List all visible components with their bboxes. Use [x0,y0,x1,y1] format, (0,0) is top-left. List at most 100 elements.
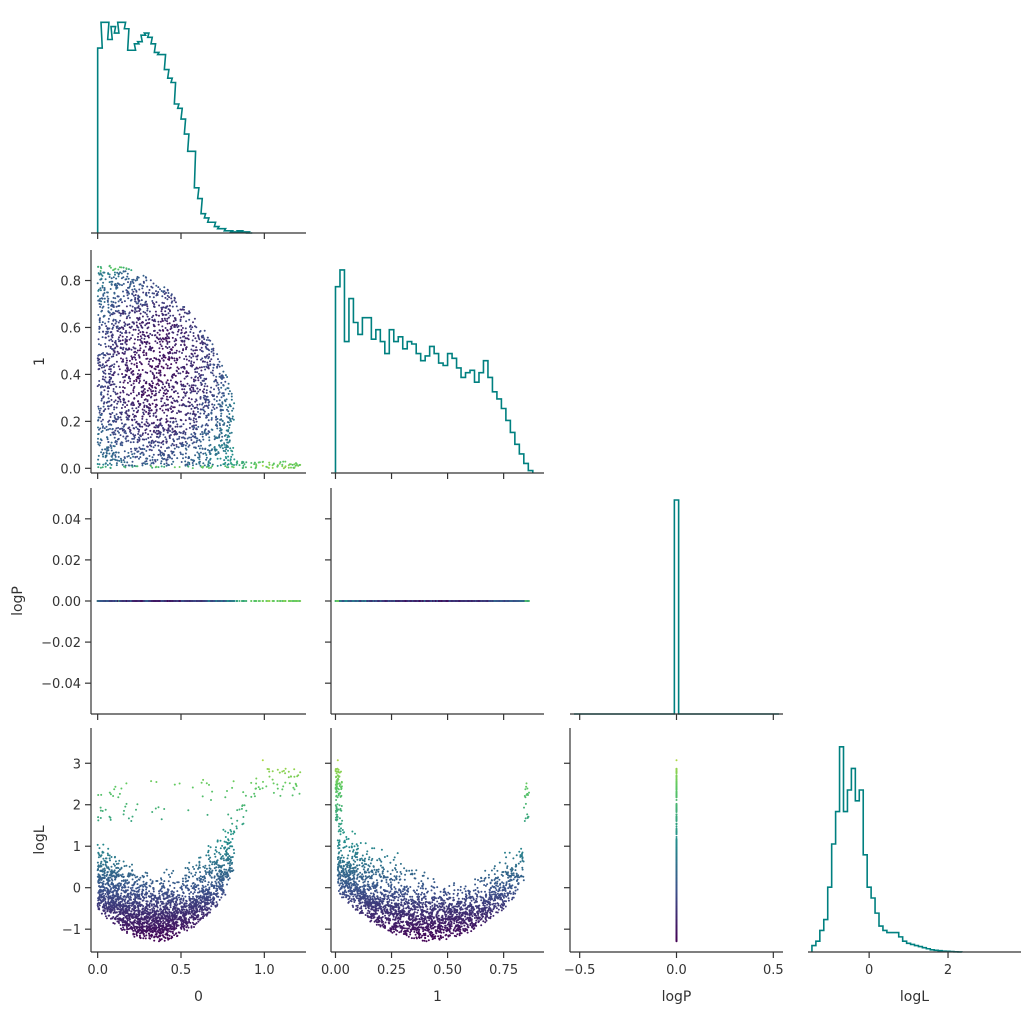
scatter-point [271,466,274,469]
scatter-point [216,366,219,369]
scatter-point [105,455,108,457]
scatter-point [176,432,179,435]
scatter-point [124,341,127,344]
scatter-point [183,343,186,346]
scatter-point [164,356,167,359]
scatter-point [191,344,194,347]
scatter-point [165,421,168,424]
scatter-point [222,449,225,452]
scatter-point [107,345,110,348]
scatter-point [162,306,165,309]
scatter-point [218,372,221,375]
scatter-point [130,372,133,374]
scatter-point [125,440,128,443]
scatter-point [184,431,187,434]
scatter-point [140,324,142,327]
scatter-point [250,462,253,464]
scatter-point [166,335,169,337]
scatter-point [210,411,213,414]
scatter-point [219,405,222,408]
scatter-point [242,600,245,602]
scatter-point [224,388,227,391]
scatter-point [155,409,158,412]
scatter-point [132,404,135,407]
scatter-point [154,411,157,414]
scatter-point [192,378,195,381]
scatter-point [142,351,145,354]
scatter-point [195,463,198,466]
scatter-point [168,358,171,361]
scatter-point [124,338,127,341]
scatter-point [196,403,199,406]
scatter-point [130,348,133,351]
scatter-point [245,461,248,464]
scatter-point [112,353,115,356]
scatter-point [112,433,115,436]
scatter-point [97,362,100,365]
scatter-point [244,466,247,469]
scatter-point [153,394,156,397]
scatter-point [169,417,172,420]
scatter-point [171,442,174,445]
scatter-point [110,441,113,444]
scatter-point [227,455,230,458]
scatter-point [184,452,187,455]
scatter-point [162,394,165,397]
scatter-point [124,406,127,408]
scatter-point [253,463,256,466]
scatter-point [103,378,106,381]
scatter-point [190,362,193,365]
scatter-point [114,340,117,342]
scatter-point [125,361,128,364]
scatter-point [97,426,99,429]
scatter-point [193,421,196,424]
scatter-point [281,465,284,468]
scatter-point [215,375,218,378]
scatter-point [128,414,131,417]
scatter-point [130,384,133,387]
scatter-point [108,452,111,455]
scatter-point [192,405,194,408]
scatter-point [100,385,103,388]
scatter-point [110,423,113,426]
scatter-point [174,338,177,340]
scatter-point [113,419,116,422]
scatter-point [121,463,124,466]
scatter-point [152,453,155,456]
scatter-point [105,381,108,384]
scatter-point [115,440,118,443]
scatter-point [189,331,192,333]
scatter-point [167,409,170,412]
scatter-point [127,400,130,403]
scatter-point [106,447,109,450]
scatter-point [166,367,169,370]
scatter-point [203,410,206,413]
scatter-point [115,462,118,465]
scatter-point [137,332,140,335]
scatter-point [149,444,152,447]
scatter-point [114,433,117,436]
scatter-point [221,378,223,380]
scatter-point [153,429,155,432]
scatter-point [131,407,134,410]
scatter-point [172,417,175,420]
scatter-point [118,266,121,269]
scatter-point [199,342,202,345]
scatter-point [204,424,207,427]
scatter-point [224,450,227,453]
scatter-point [233,458,236,461]
scatter-point [188,384,191,387]
scatter-point [131,292,134,295]
scatter-point [207,461,210,464]
scatter-point [146,445,149,448]
scatter-point [216,421,219,423]
scatter-point [145,405,148,407]
scatter-point [194,446,197,449]
scatter-point [228,439,231,442]
scatter-point [139,335,142,338]
scatter-point [155,376,158,379]
scatter-point [103,301,106,303]
scatter-point [220,444,223,447]
scatter-point [102,294,105,297]
scatter-point [122,276,125,279]
